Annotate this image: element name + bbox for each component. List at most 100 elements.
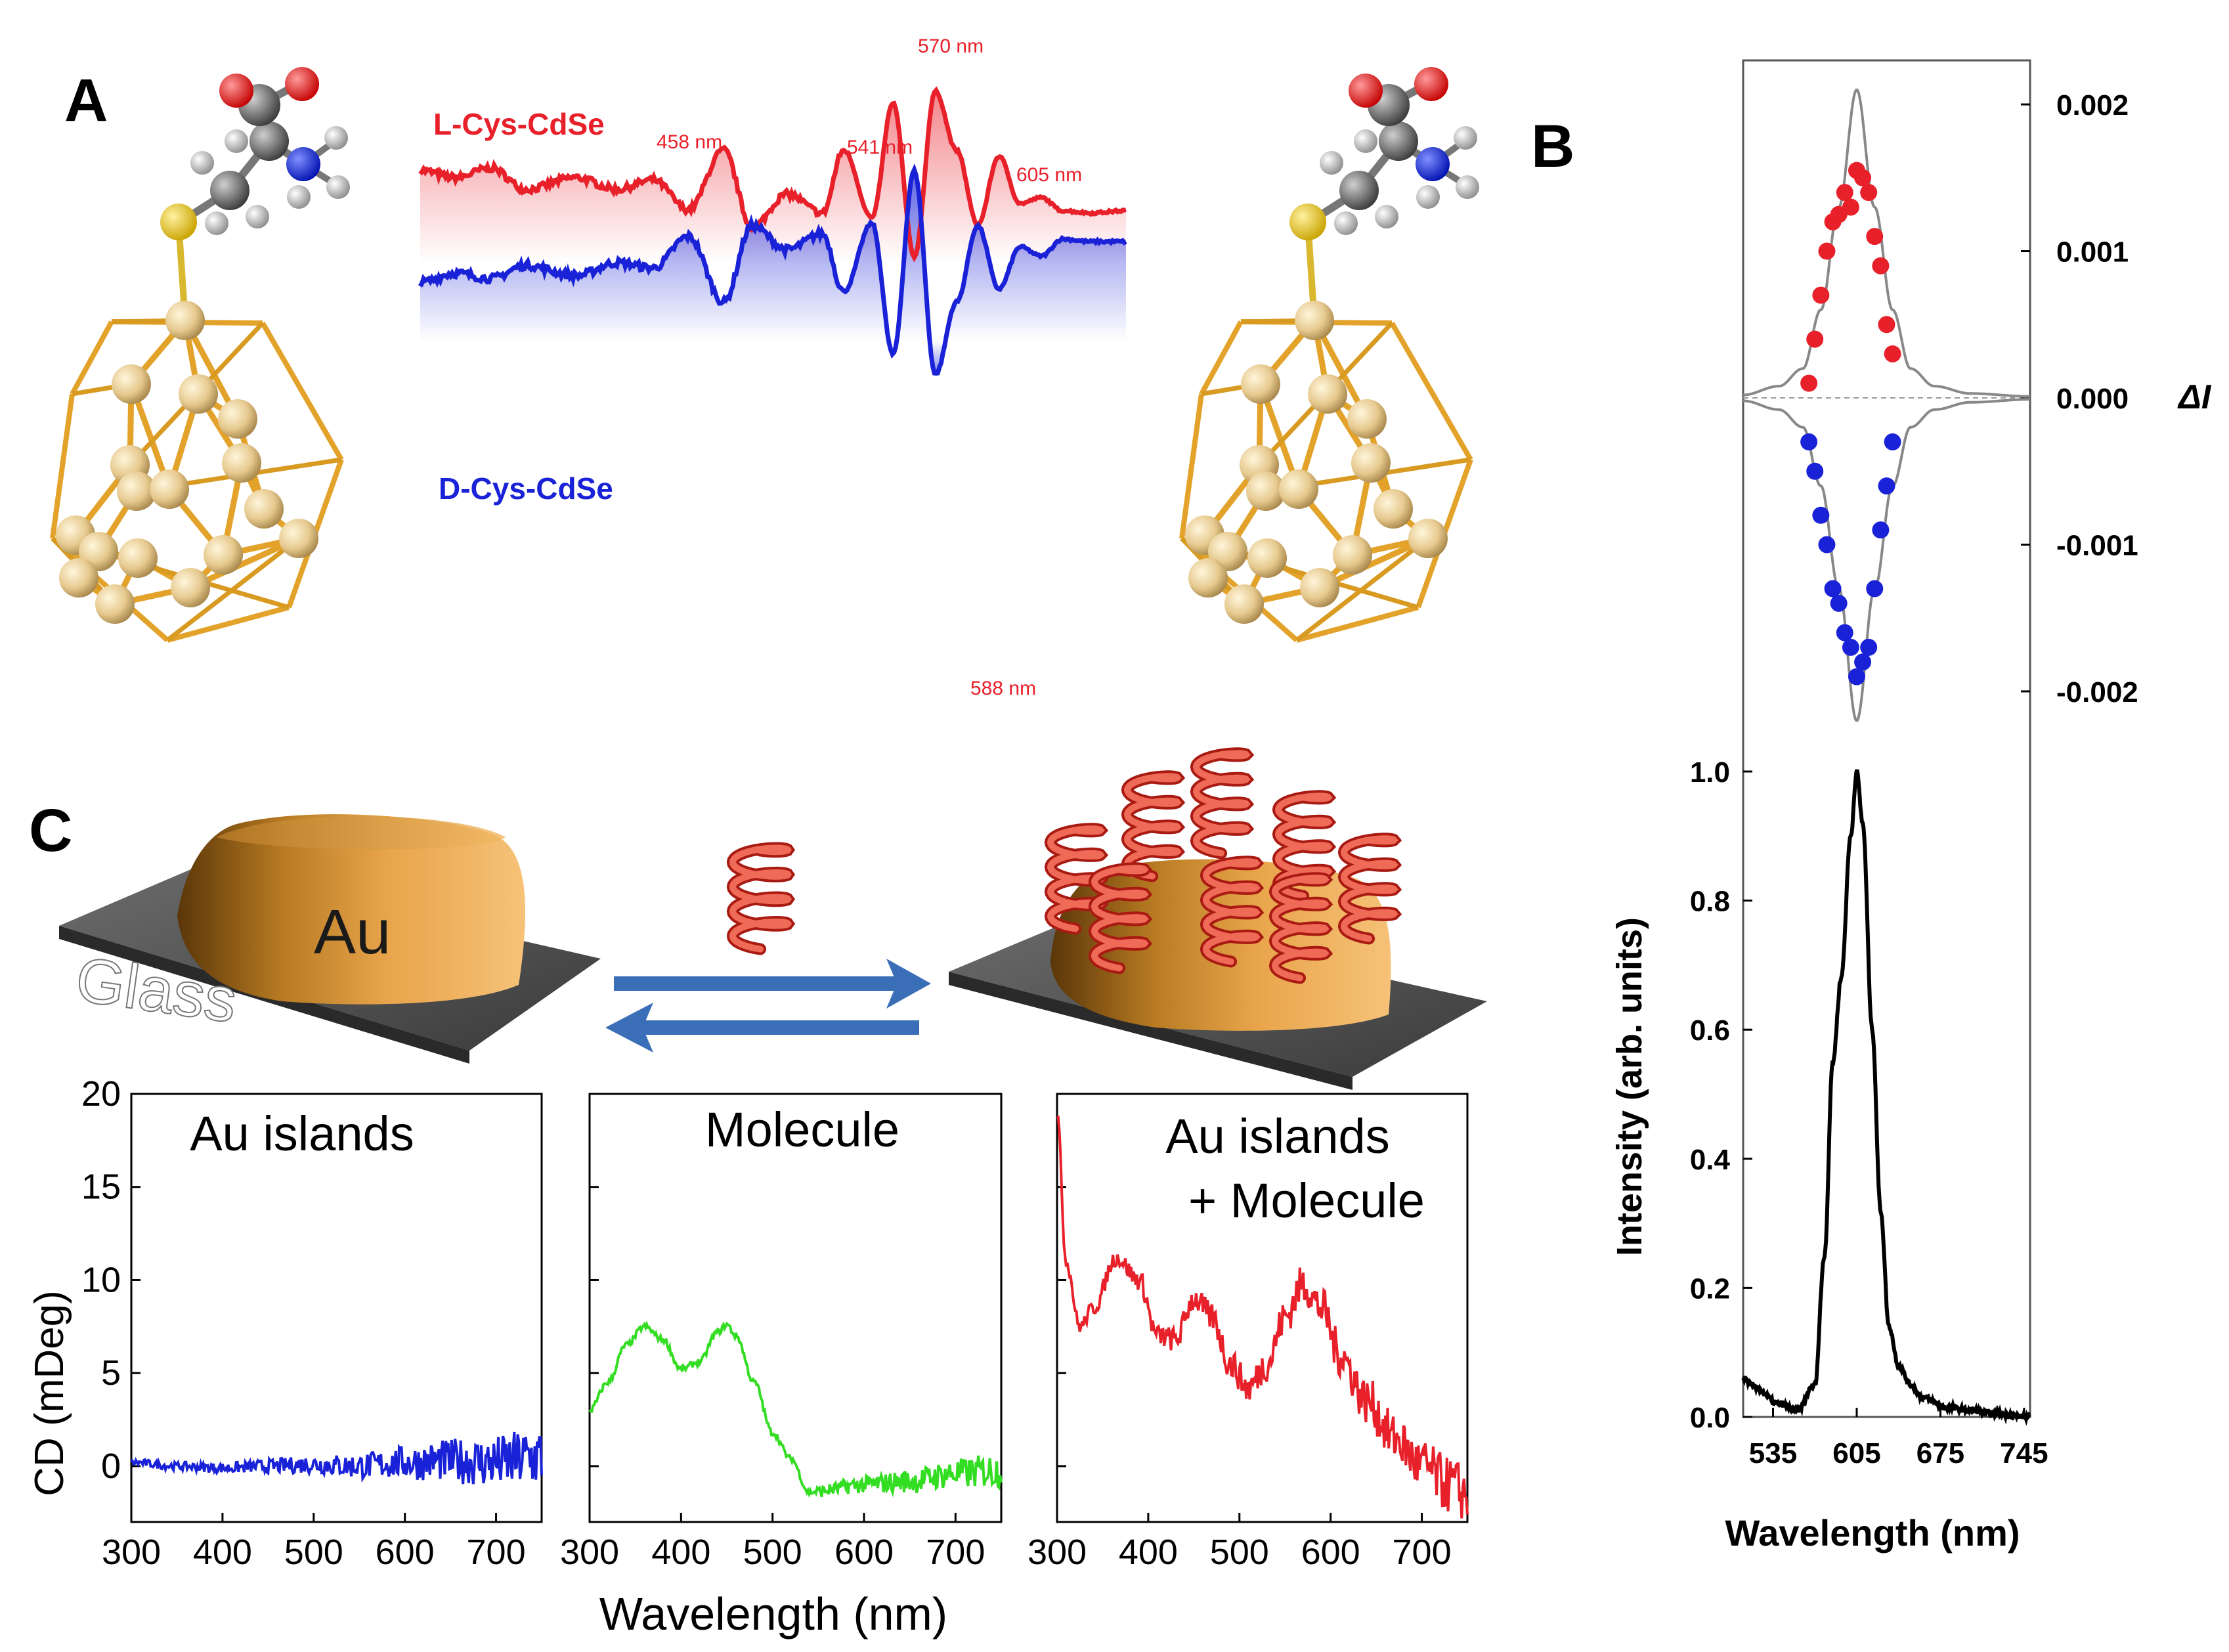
delta-i-point	[1860, 638, 1878, 656]
delta-i-point	[1806, 462, 1824, 480]
peak-label-458: 458 nm	[657, 131, 722, 153]
carbon-atom	[1379, 121, 1418, 161]
cd-subplot-2: 300 400 500 600 700	[560, 1093, 1003, 1572]
cluster-frame-bond	[1295, 605, 1419, 643]
x-tick-label: 675	[1916, 1437, 1964, 1469]
cd-series-line	[1056, 1115, 1469, 1519]
peak-label-605: 605 nm	[1016, 164, 1082, 186]
equilibrium-arrows	[605, 959, 931, 1053]
helix-strand	[1123, 773, 1182, 880]
cadmium-selenium-atom	[59, 558, 98, 598]
cadmium-selenium-atom	[1241, 364, 1280, 404]
delta-i-point	[1872, 257, 1890, 274]
x-tick-label: 700	[1393, 1532, 1452, 1572]
cadmium-selenium-atom	[1408, 519, 1448, 558]
delta-i-point	[1830, 594, 1848, 612]
cadmium-selenium-atom	[171, 568, 210, 607]
x-tick-label: 300	[560, 1532, 619, 1572]
helix-strand	[1091, 865, 1149, 972]
oxygen-atom	[1349, 74, 1383, 108]
y-tick-label: 0	[101, 1446, 121, 1486]
oxygen-atom	[285, 67, 319, 101]
subplot-title-molecule: Molecule	[705, 1102, 899, 1157]
x-tick-label: 400	[1119, 1532, 1178, 1572]
hydrogen-atom	[1334, 211, 1358, 235]
hydrogen-atom	[1456, 175, 1479, 199]
hydrogen-atom	[225, 129, 248, 153]
x-tick-label: 605	[1832, 1437, 1880, 1469]
delta-i-point	[1818, 536, 1836, 554]
reverse-arrow-head	[605, 1003, 653, 1053]
cluster-frame-bond	[50, 393, 75, 539]
cadmium-selenium-atom	[179, 374, 218, 414]
hydrogen-atom	[190, 151, 214, 175]
hydrogen-atom	[1375, 205, 1398, 228]
y-tick-label: 10	[81, 1260, 121, 1299]
d-cys-spectrum-fill-positive	[420, 169, 1126, 341]
cluster-bond	[189, 535, 300, 591]
cadmium-selenium-atom	[1188, 558, 1228, 598]
cadmium-selenium-atom	[165, 301, 205, 340]
cluster-frame-bond	[1199, 320, 1244, 395]
delta-i-label: ΔI	[2177, 378, 2212, 416]
x-tick-label: 700	[467, 1532, 526, 1572]
y-tick-label: 15	[81, 1167, 121, 1207]
subplot-title-au-islands: Au islands	[190, 1106, 414, 1161]
peak-label-588: 588 nm	[970, 678, 1036, 699]
helical-molecule-free	[726, 842, 796, 955]
cd-subplot-3: 300 400 500 600 700	[1028, 1093, 1469, 1572]
carbon-atom	[1339, 171, 1379, 210]
nitrogen-atom	[1416, 147, 1450, 181]
helix-strand	[1202, 858, 1261, 965]
x-tick-label: 300	[102, 1532, 161, 1572]
pl-charts: 0.0 0.2 0.4 0.6 0.8 1.0 535 605 675 745 0.002 0.001…	[1690, 59, 2138, 1469]
cadmium-selenium-atom	[1347, 399, 1387, 439]
cluster-frame-bond	[1389, 322, 1473, 461]
hydrogen-atom	[1416, 185, 1440, 209]
hydrogen-atom	[205, 211, 228, 235]
x-tick-label: 400	[651, 1532, 710, 1572]
cluster-bond	[165, 536, 301, 642]
oxygen-atom	[1414, 67, 1448, 101]
panel-label-b: B	[1531, 113, 1574, 180]
subplot-title-au-islands-molecule-1: Au islands	[1165, 1109, 1389, 1163]
cadmium-selenium-atom	[112, 364, 151, 404]
au-island-bare: Glass Au	[59, 814, 601, 1064]
y-tick-label: 0.0	[1690, 1402, 1730, 1434]
plot-frame	[1742, 59, 2031, 1418]
pl-spectrum-line	[1741, 769, 2031, 1426]
hydrogen-atom	[326, 175, 350, 199]
delta-i-point	[1884, 433, 1901, 451]
helix	[1200, 856, 1265, 968]
delta-i-point	[1878, 477, 1895, 495]
helix-strand	[1271, 875, 1330, 982]
cadmium-selenium-atom	[244, 489, 284, 529]
delta-i-point	[1806, 330, 1824, 348]
cluster-bond	[1318, 535, 1429, 591]
delta-i-point	[1860, 184, 1878, 202]
x-tick-label: 700	[926, 1532, 985, 1572]
helix	[1268, 872, 1333, 984]
fit-envelope-line	[1743, 88, 2030, 398]
helix	[1190, 747, 1255, 859]
cadmium-selenium-atom	[218, 399, 257, 439]
hydrogen-atom	[324, 126, 348, 150]
delta-i-point	[1854, 169, 1872, 186]
panel-b-ylabel: Intensity (arb. units)	[1610, 917, 1649, 1256]
x-tick-label: 500	[284, 1532, 343, 1572]
cd-subplot-1: 300 400 500 600 700 0 5 10 15 20	[81, 1074, 543, 1572]
x-tick-label: 600	[1301, 1532, 1360, 1572]
cadmium-selenium-atom	[1224, 584, 1264, 624]
subplot-title-au-islands-molecule-2: + Molecule	[1188, 1173, 1425, 1228]
au-island-with-molecules	[949, 747, 1487, 1090]
cadmium-selenium-atom	[118, 538, 158, 578]
helix-strand	[1340, 835, 1398, 942]
helix-strand	[1274, 793, 1333, 900]
x-tick-label: 400	[193, 1532, 252, 1572]
cadmium-selenium-atom	[1351, 443, 1391, 483]
delta-i-point	[1878, 316, 1895, 334]
plot-frame	[130, 1093, 543, 1523]
peak-label-541: 541 nm	[847, 137, 913, 158]
glass-substrate-right-side	[949, 972, 1353, 1090]
